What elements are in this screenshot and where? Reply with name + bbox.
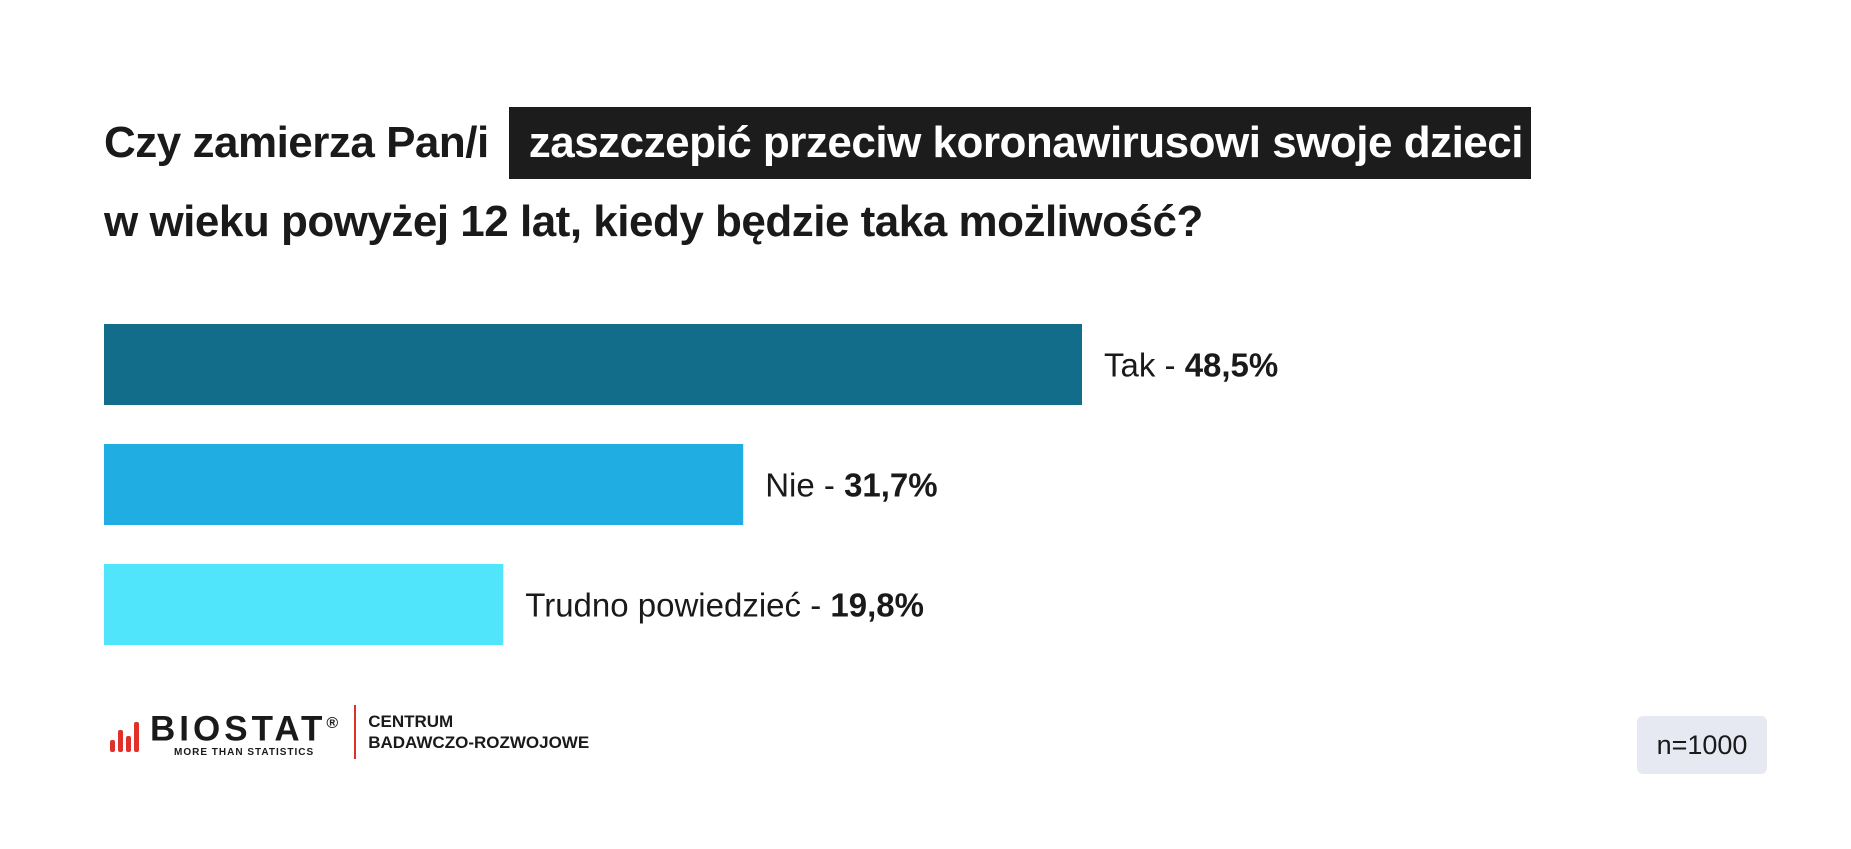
center-name: CENTRUM BADAWCZO-ROZWOJOWE <box>368 711 589 753</box>
title-part1: Czy zamierza Pan/i <box>104 118 489 167</box>
title-highlight: zaszczepić przeciw koronawirusowi swoje … <box>508 107 1531 179</box>
center-line-2: BADAWCZO-ROZWOJOWE <box>368 733 590 752</box>
sample-size-badge: n=1000 <box>1637 716 1767 774</box>
logo-divider <box>354 705 357 759</box>
bar-label-3: Trudno powiedzieć - 19,8% <box>525 587 924 624</box>
bar-label-2: Nie - 31,7% <box>765 467 937 504</box>
registered-mark: ® <box>326 714 339 732</box>
bar-value-2: 31,7% <box>844 467 938 504</box>
logo-tagline: MORE THAN STATISTICS <box>174 747 315 759</box>
bar-value-1: 48,5% <box>1185 347 1279 384</box>
bar-value-3: 19,8% <box>830 587 924 624</box>
bar-category-2: Nie - <box>765 467 844 504</box>
bar-category-1: Tak - <box>1104 347 1185 384</box>
chart-title-line-1: Czy zamierza Pan/i zaszczepić przeciw ko… <box>104 107 1531 179</box>
bar-chart-logo-icon <box>110 712 142 752</box>
bar-1 <box>104 324 1082 405</box>
bar-category-3: Trudno powiedzieć - <box>525 587 830 624</box>
bar-3 <box>104 564 504 645</box>
center-line-1: CENTRUM <box>368 712 454 731</box>
bar-2 <box>104 444 744 525</box>
footer: BIOSTAT® MORE THAN STATISTICS CENTRUM BA… <box>110 705 589 759</box>
biostat-logo: BIOSTAT® MORE THAN STATISTICS <box>110 706 339 759</box>
logo-name: BIOSTAT <box>150 709 327 749</box>
bar-label-1: Tak - 48,5% <box>1104 347 1278 384</box>
chart-title-line-2: w wieku powyżej 12 lat, kiedy będzie tak… <box>104 197 1203 246</box>
